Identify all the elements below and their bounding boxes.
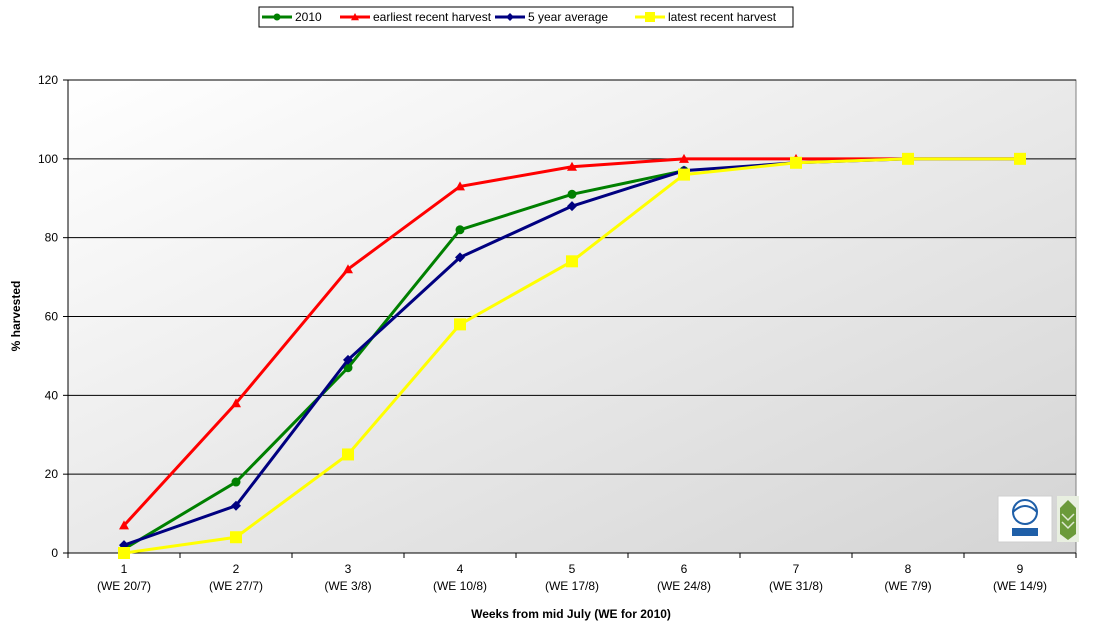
diamond-marker bbox=[231, 500, 241, 511]
diamond-marker bbox=[343, 354, 353, 365]
legend: 2010 earliest recent harvest 5 year averag… bbox=[258, 6, 794, 28]
series-line bbox=[123, 169, 685, 551]
x-axis: 1 (WE 20/7) 2 (WE 27/7) 3 (WE 3/8) 4 (WE 10/8) 5… bbox=[67, 552, 1077, 593]
triangle-marker bbox=[679, 153, 689, 163]
legend-item: latest recent harvest bbox=[635, 10, 777, 24]
legend-label: latest recent harvest bbox=[668, 10, 777, 24]
triangle-marker bbox=[343, 264, 353, 274]
legend-item: 2010 bbox=[262, 10, 322, 24]
legend-item: earliest recent harvest bbox=[340, 10, 492, 24]
square-marker bbox=[902, 152, 914, 165]
circle-marker bbox=[455, 225, 465, 235]
series-lines bbox=[118, 152, 1026, 559]
triangle-marker bbox=[455, 181, 465, 191]
y-tick-label: 120 bbox=[38, 73, 58, 87]
square-marker bbox=[342, 448, 354, 461]
x-tick-label: 5 bbox=[569, 562, 576, 576]
diamond-marker bbox=[455, 252, 465, 263]
x-tick-label: 6 bbox=[681, 562, 688, 576]
square-marker bbox=[645, 12, 655, 22]
adas-logo bbox=[997, 495, 1053, 543]
x-tick-date-label: (WE 7/9) bbox=[884, 579, 931, 593]
square-marker bbox=[230, 531, 242, 544]
x-tick-date-label: (WE 14/9) bbox=[993, 579, 1047, 593]
circle-marker bbox=[273, 13, 281, 21]
x-tick-date-label: (WE 3/8) bbox=[324, 579, 371, 593]
x-axis-title: Weeks from mid July (WE for 2010) bbox=[471, 607, 671, 621]
triangle-marker bbox=[351, 13, 359, 21]
diamond-marker bbox=[567, 201, 577, 212]
legend-label: 5 year average bbox=[528, 10, 608, 24]
y-tick-label: 20 bbox=[45, 467, 59, 481]
y-tick-label: 60 bbox=[45, 310, 59, 324]
diamond-marker bbox=[506, 13, 514, 21]
y-tick-label: 0 bbox=[51, 546, 58, 560]
x-tick-label: 7 bbox=[793, 562, 800, 576]
triangle-marker bbox=[231, 398, 241, 408]
x-tick-date-label: (WE 20/7) bbox=[97, 579, 151, 593]
legend-item: 5 year average bbox=[495, 10, 608, 24]
x-tick-label: 1 bbox=[121, 562, 128, 576]
hgca-logo bbox=[1057, 496, 1079, 542]
x-tick-label: 3 bbox=[345, 562, 352, 576]
y-tick-label: 100 bbox=[38, 152, 58, 166]
circle-marker bbox=[567, 189, 577, 199]
y-axis: 0 20 40 60 80 100 120 bbox=[38, 73, 69, 560]
legend-box bbox=[258, 6, 794, 28]
circle-marker bbox=[231, 477, 241, 487]
legend-label: 2010 bbox=[295, 10, 322, 24]
square-marker bbox=[566, 255, 578, 268]
x-tick-date-label: (WE 27/7) bbox=[209, 579, 263, 593]
square-marker bbox=[678, 168, 690, 181]
square-marker bbox=[790, 156, 802, 169]
x-tick-label: 9 bbox=[1017, 562, 1024, 576]
x-tick-date-label: (WE 24/8) bbox=[657, 579, 711, 593]
triangle-marker bbox=[567, 161, 577, 171]
x-tick-label: 2 bbox=[233, 562, 240, 576]
square-marker bbox=[118, 547, 130, 559]
y-tick-label: 80 bbox=[45, 231, 59, 245]
legend-label: earliest recent harvest bbox=[373, 10, 492, 24]
square-marker bbox=[454, 318, 466, 331]
x-tick-date-label: (WE 31/8) bbox=[769, 579, 823, 593]
x-tick-date-label: (WE 10/8) bbox=[433, 579, 487, 593]
series-3 bbox=[118, 152, 1026, 559]
triangle-marker bbox=[119, 520, 129, 530]
y-axis-title: % harvested bbox=[9, 281, 23, 352]
y-tick-label: 40 bbox=[45, 388, 59, 402]
square-marker bbox=[1014, 152, 1026, 165]
x-tick-date-label: (WE 17/8) bbox=[545, 579, 599, 593]
x-tick-label: 8 bbox=[905, 562, 912, 576]
circle-marker bbox=[343, 363, 353, 373]
x-tick-label: 4 bbox=[457, 562, 464, 576]
gridlines bbox=[68, 79, 1076, 475]
